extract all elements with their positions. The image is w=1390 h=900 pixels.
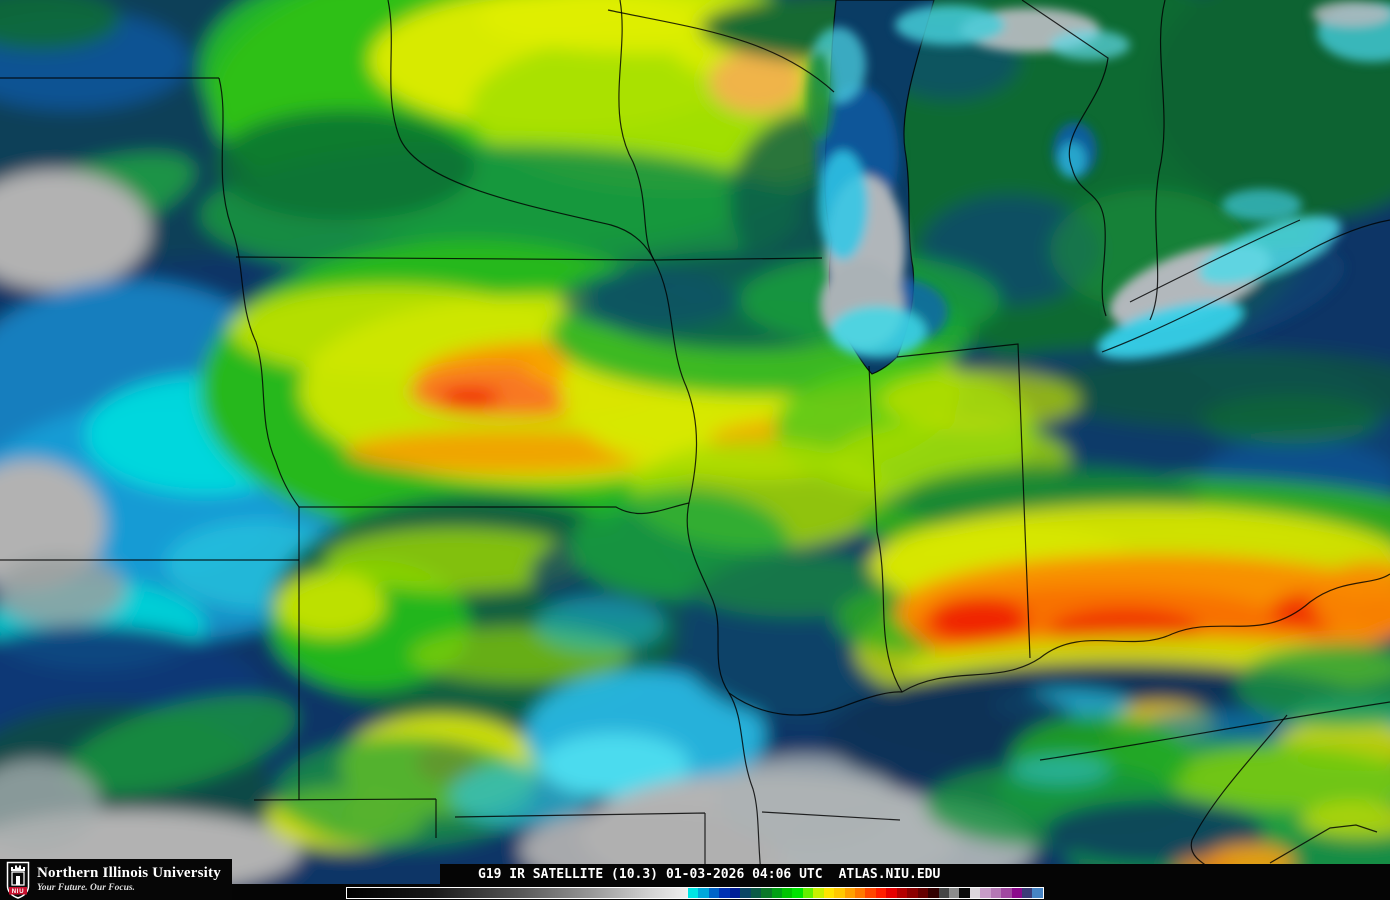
colorbar-segment	[761, 888, 772, 898]
colorbar-segment	[698, 888, 709, 898]
colorbar-segment	[990, 888, 1002, 898]
colorbar-segment	[1032, 888, 1043, 898]
colorbar-segment	[813, 888, 824, 898]
niu-wordmark: Northern Illinois University Your Future…	[37, 864, 221, 894]
colorbar-segment	[708, 888, 720, 898]
colorbar-segment	[938, 888, 949, 898]
caption-datetime: 01-03-2026 04:06 UTC	[666, 866, 823, 882]
colorbar-segment	[886, 888, 897, 898]
colorbar-segment	[959, 888, 970, 898]
colorbar-segment	[917, 888, 929, 898]
colorbar-segment	[875, 888, 887, 898]
colorbar-segment	[1022, 888, 1033, 898]
colorbar-segment	[802, 888, 814, 898]
colorbar-segment	[844, 888, 856, 898]
ir-temperature-colorbar	[346, 887, 1044, 899]
colorbar-segment	[896, 888, 908, 898]
caption-source: ATLAS.NIU.EDU	[838, 866, 941, 882]
niu-shield-text: NIU	[12, 889, 25, 895]
colorbar-segment	[980, 888, 991, 898]
colorbar-segment	[1011, 888, 1023, 898]
niu-logo-block: NIU Northern Illinois University Your Fu…	[0, 859, 232, 900]
university-name: Northern Illinois University	[37, 864, 221, 881]
colorbar-segment	[907, 888, 918, 898]
colorbar-segment	[865, 888, 876, 898]
caption-product: G19 IR SATELLITE (10.3)	[478, 866, 659, 882]
colorbar-gray-ramp	[347, 888, 689, 898]
colorbar-segment	[969, 888, 981, 898]
colorbar-segment	[781, 888, 793, 898]
colorbar-segment	[928, 888, 939, 898]
colorbar-segment	[771, 888, 782, 898]
colorbar-segments	[688, 888, 1043, 898]
niu-shield-band	[9, 886, 27, 894]
image-caption: G19 IR SATELLITE (10.3) 01-03-2026 04:06…	[478, 866, 940, 882]
colorbar-segment	[740, 888, 751, 898]
colorbar-segment	[688, 888, 699, 898]
colorbar-segment	[1001, 888, 1012, 898]
colorbar-segment	[719, 888, 730, 898]
colorbar-segment	[834, 888, 845, 898]
colorbar-segment	[855, 888, 866, 898]
university-tagline: Your Future. Our Focus.	[37, 882, 135, 893]
niu-shield-icon: NIU	[6, 861, 30, 899]
colorbar-segment	[948, 888, 960, 898]
colorbar-segment	[792, 888, 803, 898]
colorbar-segment	[750, 888, 762, 898]
colorbar-segment	[823, 888, 835, 898]
lake-cloud-layer	[806, 1, 1390, 359]
colorbar-segment	[729, 888, 741, 898]
